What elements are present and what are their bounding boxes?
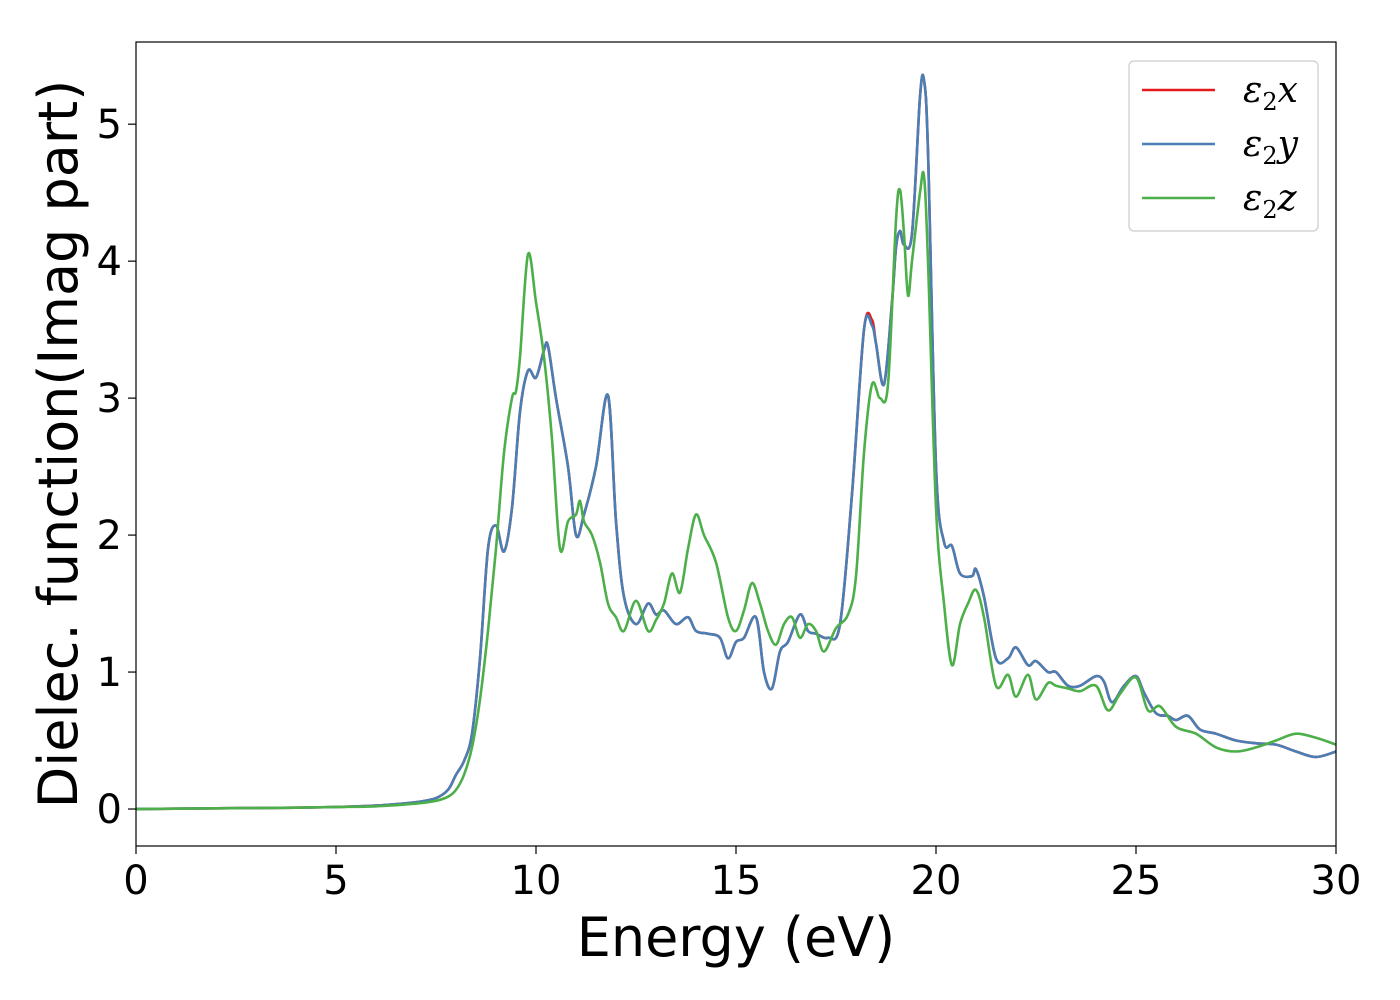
legend-frame (1128, 60, 1319, 232)
x-tick-label: 15 (711, 858, 762, 904)
y-axis-label: Dielec. function(Imag part) (27, 80, 90, 809)
legend-label-z: ε2z (1243, 178, 1298, 224)
y-tick-label: 0 (97, 787, 122, 833)
y-axis-ticks: 0 1 2 3 4 5 (97, 102, 136, 833)
y-tick-label: 2 (97, 513, 122, 559)
x-tick-label: 5 (323, 858, 348, 904)
x-tick-label: 25 (1111, 858, 1162, 904)
x-axis-ticks: 0 5 10 15 20 25 30 (123, 846, 1361, 904)
plot-lines (136, 73, 1336, 811)
x-tick-label: 30 (1311, 858, 1362, 904)
legend-label-y: ε2y (1243, 124, 1299, 170)
legend: ε2x ε2y ε2z (1128, 60, 1319, 232)
y-tick-label: 3 (97, 376, 122, 422)
y-tick-label: 5 (97, 102, 122, 148)
series-line-y (136, 73, 1336, 811)
x-tick-label: 0 (123, 858, 148, 904)
x-axis-label: Energy (eV) (577, 906, 896, 969)
y-tick-label: 4 (97, 239, 122, 285)
series-line-z (136, 170, 1336, 811)
legend-label-x: ε2x (1243, 70, 1298, 116)
y-tick-label: 1 (97, 650, 122, 696)
x-tick-label: 10 (511, 858, 562, 904)
x-tick-label: 20 (911, 858, 962, 904)
